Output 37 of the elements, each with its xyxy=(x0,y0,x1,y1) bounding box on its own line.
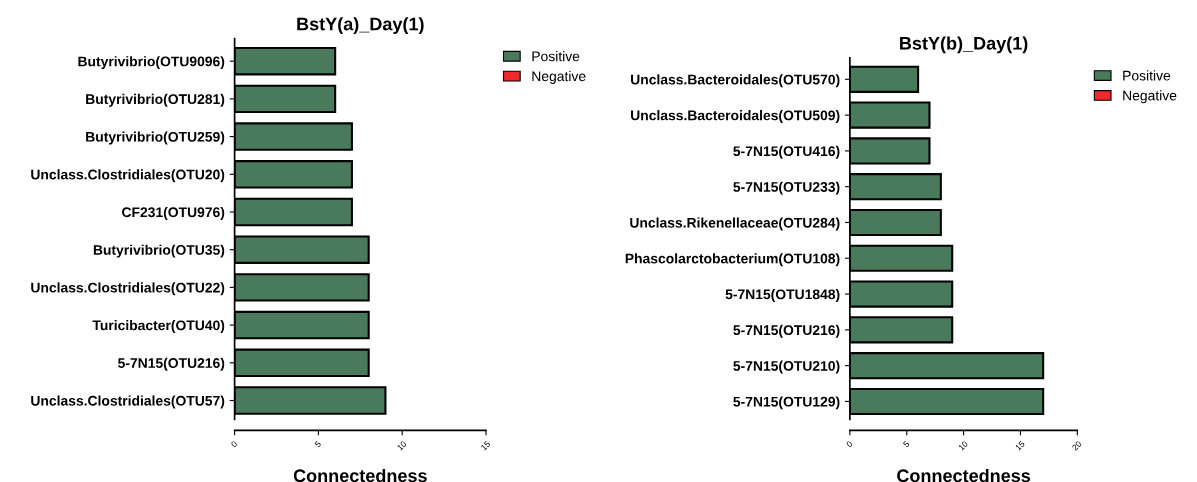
y-tick-label: 5-7N15(OTU216) xyxy=(118,357,225,371)
y-tick-label: Turicibacter(OTU40) xyxy=(92,320,225,333)
y-tick-label: Unclass.Bacteroidales(OTU570) xyxy=(631,74,840,88)
legend-label: Positive xyxy=(1123,70,1171,81)
y-tick-label: Phascolarctobacterium(OTU108) xyxy=(625,253,840,267)
y-tick-label: 5-7N15(OTU129) xyxy=(733,396,840,410)
x-tick-label: 15 xyxy=(480,440,491,451)
x-tick-label: 10 xyxy=(396,440,407,451)
y-tick-label: 5-7N15(OTU1848) xyxy=(725,289,840,302)
x-tick-label: 5 xyxy=(902,440,910,448)
x-axis-title: Connectedness xyxy=(293,468,427,482)
chart-title: BstY(a)_Day(1) xyxy=(297,17,424,34)
legend-label: Negative xyxy=(1123,90,1177,104)
y-tick-label: Unclass.Clostridiales(OTU20) xyxy=(31,169,225,183)
legend-label: Positive xyxy=(532,51,580,62)
y-tick-label: 5-7N15(OTU416) xyxy=(733,145,840,159)
x-tick-label: 0 xyxy=(230,440,238,448)
chart-title: BstY(b)_Day(1) xyxy=(900,36,1028,54)
x-tick-label: 15 xyxy=(1015,440,1026,451)
y-tick-label: CF231(OTU976) xyxy=(122,206,225,220)
y-tick-label: Butyrivibrio(OTU259) xyxy=(86,131,225,145)
y-tick-label: Butyrivibrio(OTU35) xyxy=(93,244,225,258)
x-tick-label: 10 xyxy=(958,440,969,451)
y-tick-label: 5-7N15(OTU210) xyxy=(733,360,840,374)
y-tick-label: Unclass.Clostridiales(OTU22) xyxy=(31,282,225,296)
legend-label: Negative xyxy=(532,70,586,84)
x-tick-label: 20 xyxy=(1071,440,1082,451)
x-tick-label: 5 xyxy=(314,440,322,448)
y-tick-label: Unclass.Clostridiales(OTU57) xyxy=(31,395,225,409)
y-tick-label: Unclass.Rikenellaceae(OTU284) xyxy=(630,217,840,231)
y-tick-label: Unclass.Bacteroidales(OTU509) xyxy=(631,110,840,124)
y-tick-label: Butyrivibrio(OTU9096) xyxy=(78,56,225,70)
y-tick-label: 5-7N15(OTU216) xyxy=(733,324,840,338)
y-tick-label: 5-7N15(OTU233) xyxy=(733,181,840,195)
x-axis-title: Connectedness xyxy=(897,468,1031,482)
x-tick-label: 0 xyxy=(845,440,853,448)
y-tick-label: Butyrivibrio(OTU281) xyxy=(86,93,225,107)
